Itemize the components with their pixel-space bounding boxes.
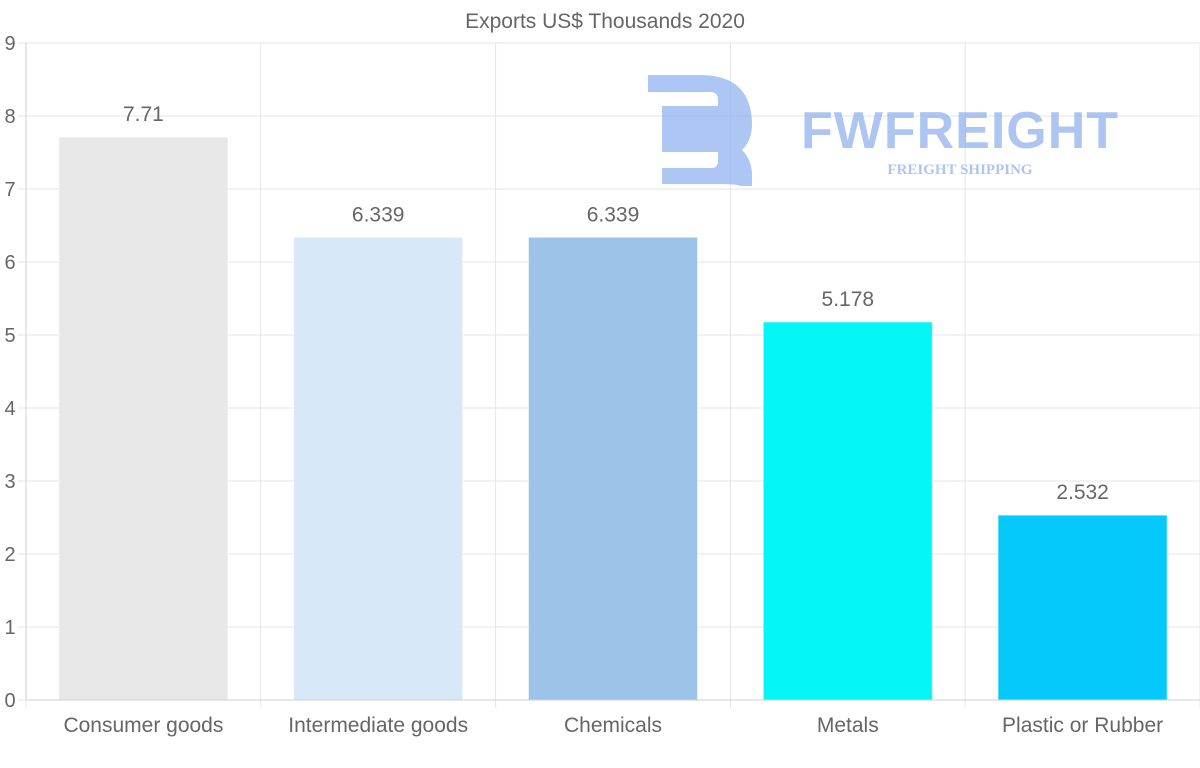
bar-value-label: 5.178 <box>822 288 875 311</box>
chart-title: Exports US$ Thousands 2020 <box>465 10 745 33</box>
x-tick-label: Intermediate goods <box>288 714 468 737</box>
watermark-brand: FWFREIGHT <box>801 102 1119 160</box>
bar[interactable] <box>527 236 699 701</box>
logo-mark-shape <box>648 75 752 186</box>
x-tick-label: Metals <box>817 714 879 737</box>
y-tick-label: 5 <box>4 325 15 347</box>
bars <box>58 136 1168 701</box>
bar[interactable] <box>762 321 933 701</box>
y-tick-label: 2 <box>4 544 15 566</box>
bar[interactable] <box>58 136 229 701</box>
y-tick-label: 3 <box>4 471 15 493</box>
bar[interactable] <box>293 236 464 701</box>
y-tick-label: 9 <box>4 33 15 55</box>
watermark-tagline: FREIGHT SHIPPING <box>887 162 1032 178</box>
y-tick-label: 1 <box>4 617 15 639</box>
y-tick-label: 0 <box>4 690 15 712</box>
axes: 0 1 2 3 4 5 6 7 8 9 Consumer goods Intermediate goo… <box>4 33 1200 737</box>
x-tick-label: Consumer goods <box>63 714 223 737</box>
bar-value-label: 2.532 <box>1056 481 1109 504</box>
data-labels: 7.71 6.339 6.339 5.178 2.532 <box>123 103 1109 504</box>
bar-value-label: 6.339 <box>587 203 640 226</box>
bar-value-label: 6.339 <box>352 203 405 226</box>
watermark: FWFREIGHT FREIGHT SHIPPING <box>648 75 1119 186</box>
bar[interactable] <box>997 514 1168 701</box>
x-tick-label: Plastic or Rubber <box>1002 714 1163 737</box>
y-tick-label: 4 <box>4 398 15 420</box>
y-tick-label: 6 <box>4 252 15 274</box>
x-tick-label: Chemicals <box>564 714 662 737</box>
fwfreight-logo-icon <box>648 75 752 186</box>
y-tick-label: 7 <box>4 179 15 201</box>
bar-value-label: 7.71 <box>123 103 164 126</box>
y-tick-label: 8 <box>4 106 15 128</box>
